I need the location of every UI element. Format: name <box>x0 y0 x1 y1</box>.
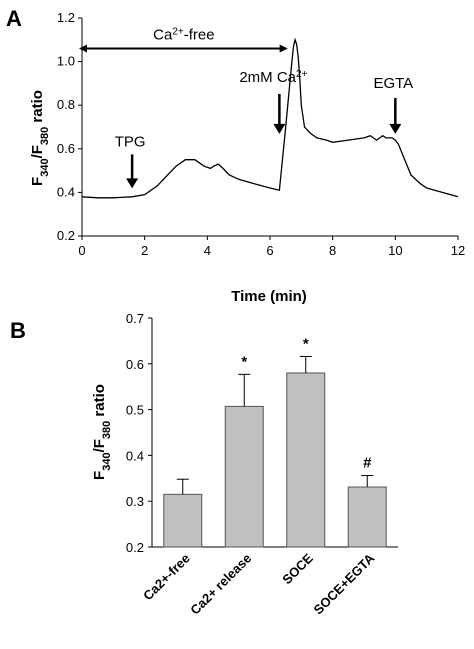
panel-b-y-tick-label: 0.6 <box>126 357 144 372</box>
panel-a-y-tick-label: 1.0 <box>57 54 75 69</box>
panel-a-y-tick-label: 0.2 <box>57 228 75 243</box>
panel-a-ticks: 0.2 0.4 0.6 0.8 1.0 1.2 0 2 4 6 8 10 12 <box>57 10 465 258</box>
panel-b-label: B <box>10 318 26 343</box>
significance-marker: # <box>363 455 372 472</box>
ca-free-label: Ca2+-free <box>153 26 214 44</box>
panel-a-x-tick-label: 8 <box>329 243 336 258</box>
category-label: Ca2+ release <box>187 551 254 618</box>
tpg-label: TPG <box>115 133 146 150</box>
category-label: SOCE <box>279 550 316 587</box>
panel-a-y-tick-label: 0.4 <box>57 184 75 199</box>
panel-a-x-tick-label: 2 <box>141 243 148 258</box>
panel-a-x-tick-label: 6 <box>266 243 273 258</box>
egta-label: EGTA <box>373 75 413 92</box>
panel-a-y-tick-label: 0.6 <box>57 141 75 156</box>
significance-marker: * <box>241 353 247 370</box>
panel-b-y-tick-label: 0.4 <box>126 448 144 463</box>
panel-a-label: A <box>6 6 22 31</box>
panel-b-ticks: 0.2 0.3 0.4 0.5 0.6 0.7 <box>126 311 152 555</box>
panel-b-y-tick-label: 0.5 <box>126 403 144 418</box>
bar <box>224 405 264 548</box>
panel-a-annotations: Ca2+-free TPG 2mM Ca2+ EGTA <box>79 26 413 189</box>
significance-marker: * <box>303 335 309 352</box>
calcium-addition-label: 2mM Ca2+ <box>239 68 307 86</box>
tpg-arrow-head <box>126 178 139 189</box>
panel-b-y-tick-label: 0.2 <box>126 540 144 555</box>
panel-a-trace-line <box>81 37 459 199</box>
panel-a-y-tick-label: 1.2 <box>57 10 75 25</box>
category-label: SOCE+EGTA <box>310 550 377 617</box>
panel-a-series <box>81 37 459 199</box>
panel-b-y-axis-title: F340/F380 ratio <box>91 384 113 480</box>
egta-arrow-head <box>389 123 402 134</box>
panel-a-x-tick-label: 0 <box>78 243 85 258</box>
bar <box>286 372 326 548</box>
panel-a-x-axis-title: Time (min) <box>231 288 307 305</box>
panel-a-x-tick-label: 4 <box>204 243 211 258</box>
panel-a-x-tick-label: 10 <box>388 243 402 258</box>
panel-a-axes <box>81 18 458 237</box>
panel-b-y-tick-label: 0.3 <box>126 494 144 509</box>
panel-a-line-chart: A 0.2 0.4 0.6 0.8 1.0 1.2 0 2 4 6 8 10 12 Ca2+-free T… <box>6 6 465 305</box>
category-label: Ca2+-free <box>140 551 193 604</box>
bar <box>163 493 203 548</box>
panel-b-y-tick-label: 0.7 <box>126 311 144 326</box>
panel-a-y-tick-label: 0.8 <box>57 97 75 112</box>
panel-a-y-axis-title: F340/F380 ratio <box>29 90 51 186</box>
bar <box>347 486 387 548</box>
panel-b-bars: * * # <box>163 335 387 548</box>
panel-a-x-tick-label: 12 <box>451 243 465 258</box>
calcium-addition-arrow-head <box>273 123 286 134</box>
